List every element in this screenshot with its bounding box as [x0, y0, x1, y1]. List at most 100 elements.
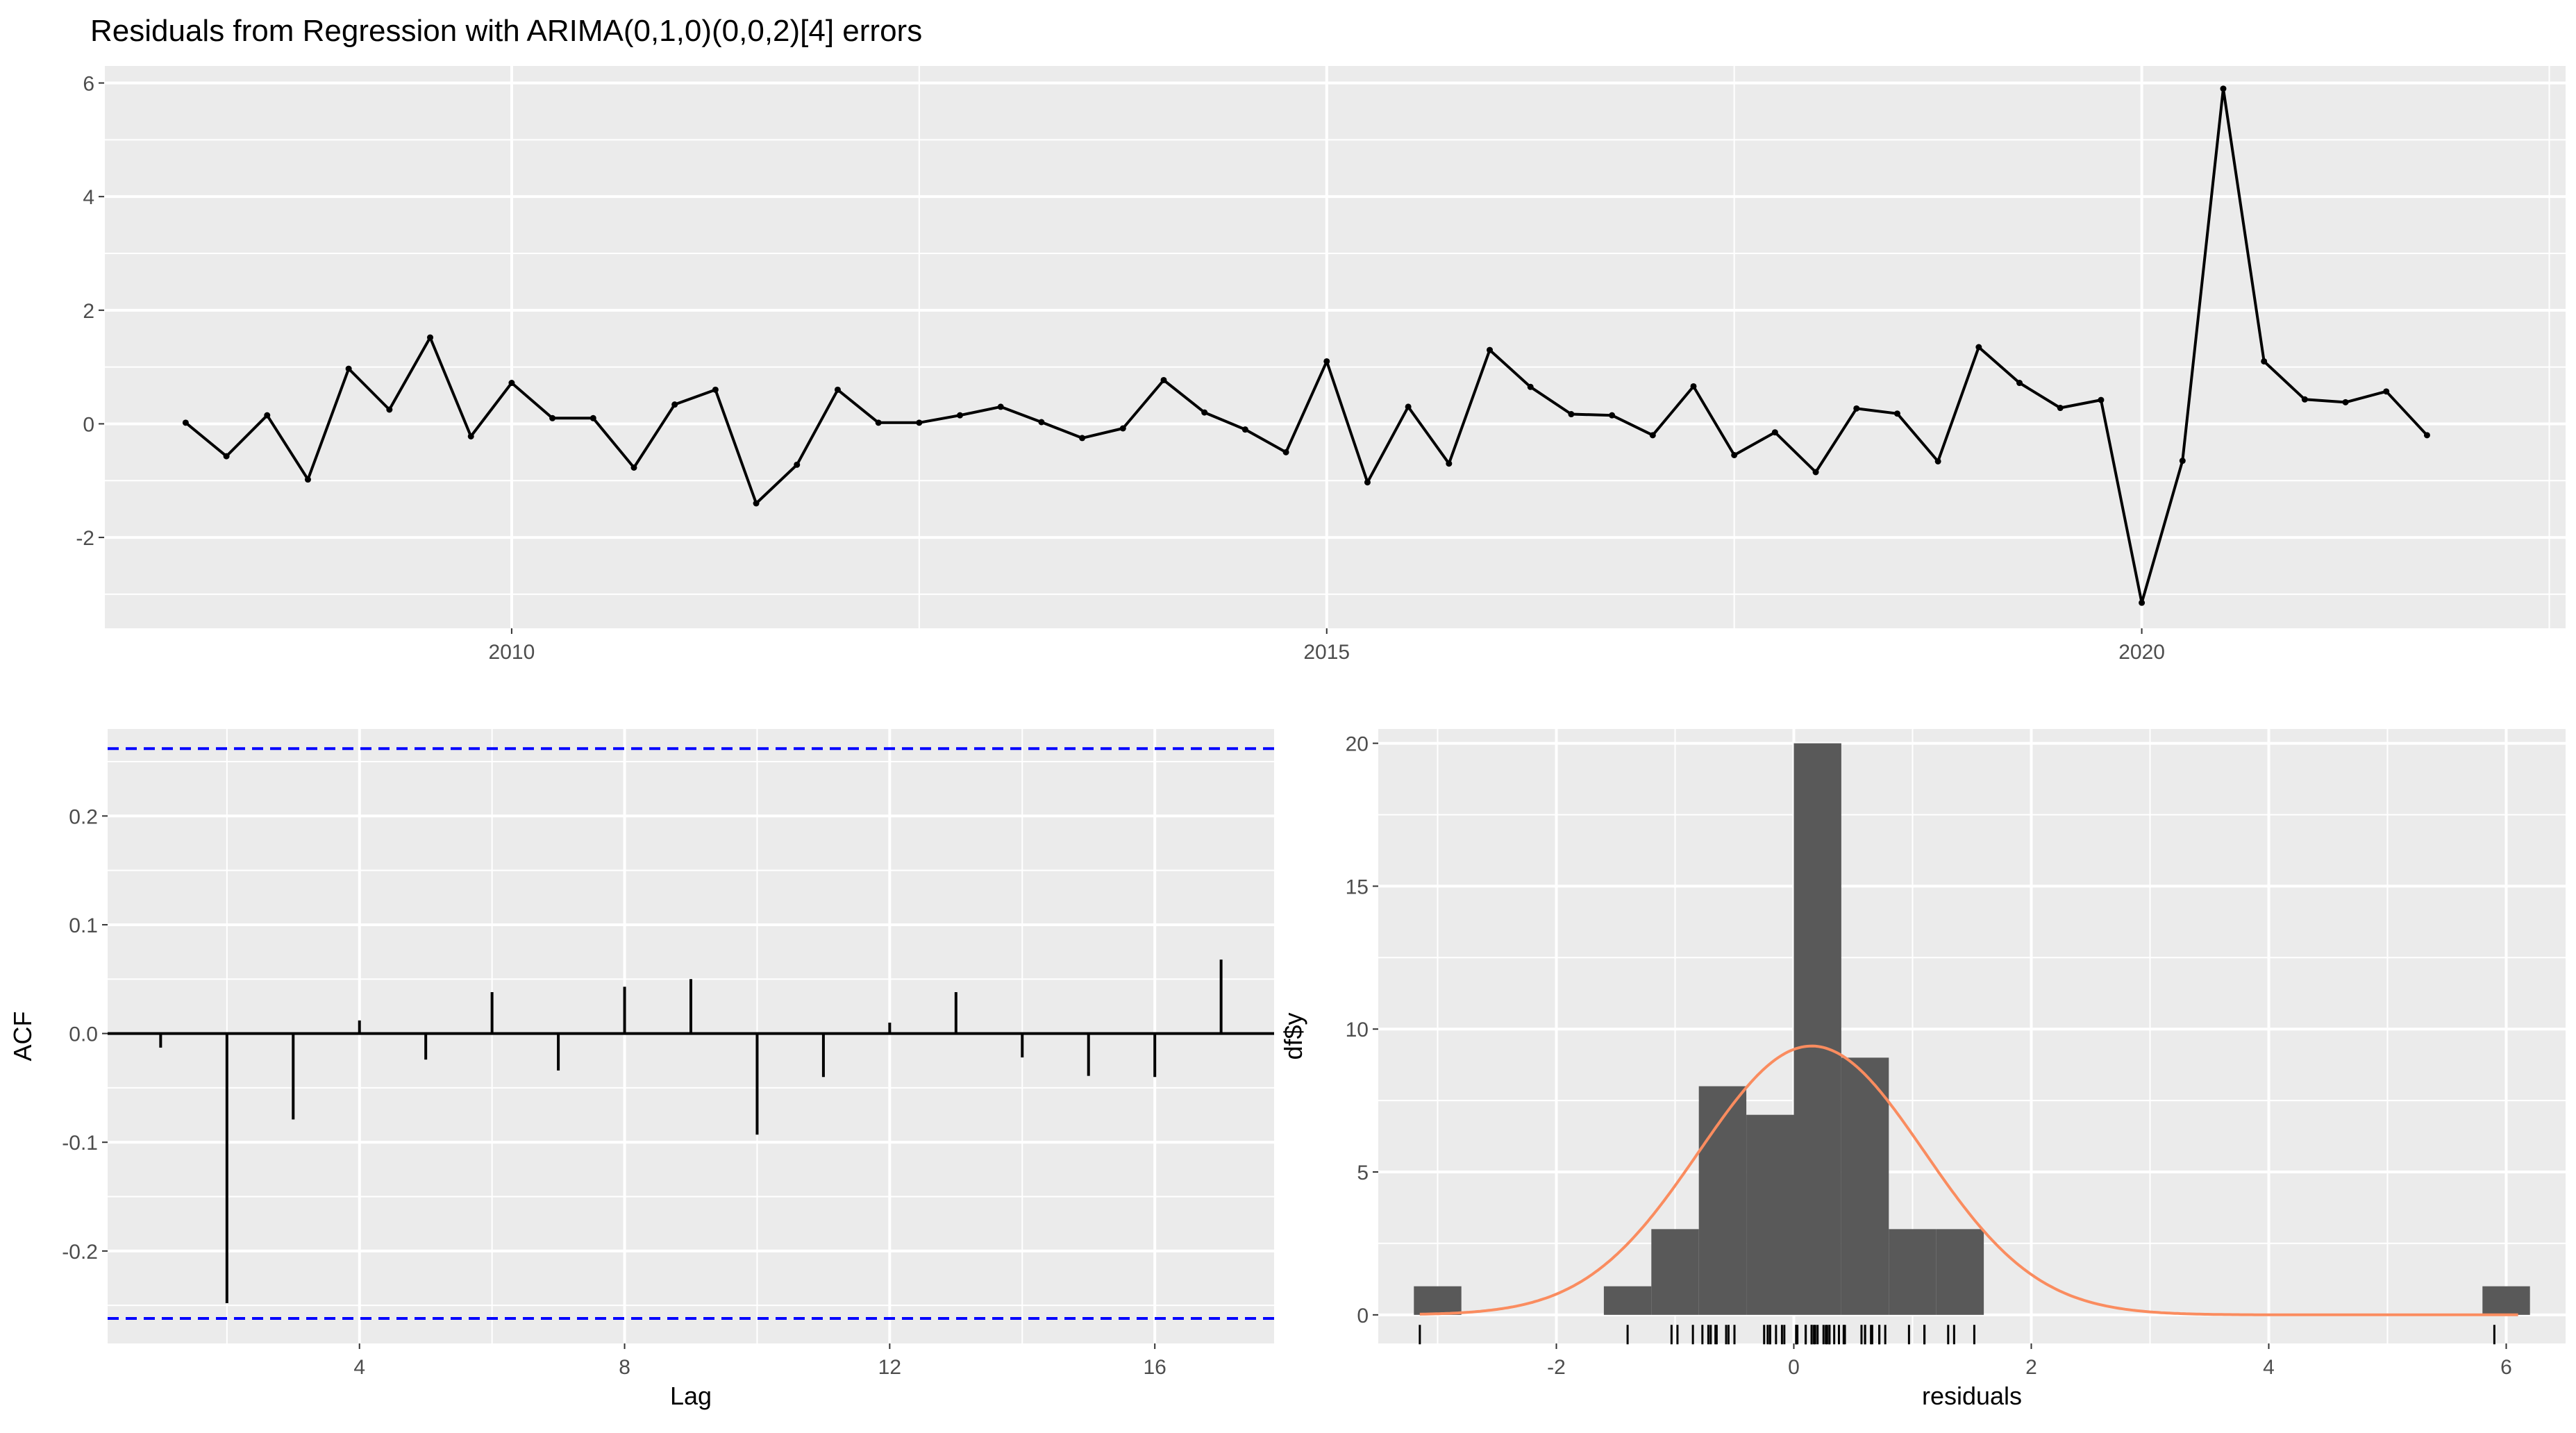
residual-point	[630, 464, 637, 471]
residual-point	[1160, 376, 1167, 383]
x-tick-label: 2015	[1303, 641, 1350, 664]
residual-point	[2098, 396, 2105, 403]
residual-point	[2016, 380, 2023, 387]
x-tick-label: 2020	[2118, 641, 2165, 664]
histogram-bar	[1889, 1229, 1937, 1315]
residual-point	[916, 419, 923, 426]
x-axis-title: Lag	[670, 1382, 712, 1410]
histogram-bar	[1414, 1286, 1462, 1315]
residual-point	[1690, 383, 1697, 389]
histogram-bar	[1603, 1286, 1652, 1315]
residual-point	[1609, 412, 1616, 419]
normal-density-curve	[1419, 1044, 2518, 1316]
y-tick-label: 0.0	[69, 1023, 98, 1046]
residual-point	[1241, 426, 1248, 433]
x-tick-label: -2	[1547, 1356, 1566, 1379]
y-tick-label: 20	[1346, 733, 1369, 756]
y-tick-label: 10	[1346, 1019, 1369, 1041]
residual-point	[671, 401, 678, 408]
x-tick-label: 2010	[489, 641, 535, 664]
residual-point	[1038, 419, 1045, 426]
residual-point	[1201, 409, 1208, 416]
residual-point	[182, 419, 189, 426]
residual-point	[2301, 396, 2308, 403]
residual-point	[345, 365, 352, 372]
histogram-panel: -2 0 2 4 6 0 5 10 15 20 residuals df$y	[1279, 729, 2566, 1410]
residual-point	[794, 461, 801, 468]
histogram-bar	[1841, 1057, 1889, 1315]
panel-background	[104, 66, 2566, 628]
histogram-bar	[2482, 1286, 2530, 1315]
y-tick-label: 4	[83, 186, 94, 209]
residual-point	[2342, 399, 2349, 405]
residual-point	[1119, 425, 1126, 432]
y-tick-label: -0.2	[62, 1241, 98, 1264]
y-axis-title: df$y	[1279, 1012, 1307, 1059]
x-tick-label: 4	[353, 1356, 365, 1379]
residual-point	[1853, 405, 1860, 412]
residual-point	[1282, 449, 1289, 455]
residual-point	[957, 412, 964, 419]
residual-point	[2423, 432, 2430, 439]
residual-point	[508, 380, 515, 387]
residual-point	[2383, 388, 2390, 395]
residual-point	[223, 453, 230, 460]
residual-point	[875, 419, 882, 426]
residual-point	[1446, 460, 1453, 467]
acf-panel: 4 8 12 16 -0.2 -0.1 0.0 0.1 0.2 Lag ACF	[8, 729, 1274, 1410]
residual-point	[1731, 451, 1738, 458]
residual-point	[997, 403, 1004, 410]
histogram-bar	[1793, 743, 1841, 1315]
residual-point	[2139, 599, 2146, 606]
residual-point	[1487, 346, 1494, 353]
x-tick-label: 8	[619, 1356, 630, 1379]
y-tick-label: 0	[83, 413, 94, 436]
residual-point	[589, 414, 596, 421]
y-tick-label: 15	[1346, 875, 1369, 898]
y-axis-title: ACF	[8, 1012, 37, 1062]
residual-point	[1568, 411, 1575, 418]
y-tick-label: 0.2	[69, 805, 98, 828]
residual-point	[2220, 85, 2227, 92]
residual-point	[386, 406, 393, 413]
residual-point	[549, 414, 556, 421]
y-tick-label: 5	[1357, 1162, 1369, 1184]
residual-point	[1893, 410, 1900, 417]
x-tick-label: 12	[878, 1356, 901, 1379]
y-tick-label: 0	[1357, 1305, 1369, 1327]
y-tick-label: -2	[76, 527, 94, 550]
residual-series-line	[185, 87, 2428, 605]
residual-point	[1975, 344, 1982, 351]
residual-point	[427, 334, 434, 341]
histogram-bar	[1746, 1114, 1794, 1315]
residual-point	[304, 476, 311, 483]
residual-point	[1079, 435, 1086, 442]
residual-point	[467, 433, 474, 439]
residuals-time-series-panel: 2010 2015 2020 -2 0 2 4 6	[76, 66, 2566, 664]
x-tick-label: 4	[2263, 1356, 2275, 1379]
residual-point	[1323, 358, 1330, 364]
residual-point	[1649, 432, 1656, 439]
residual-point	[753, 500, 760, 507]
residual-point	[1812, 469, 1819, 476]
residual-point	[2179, 458, 2186, 464]
residual-point	[834, 386, 841, 393]
y-tick-label: 0.1	[69, 914, 98, 937]
residual-point	[1405, 403, 1412, 410]
y-tick-label: 6	[83, 73, 94, 96]
chart-title: Residuals from Regression with ARIMA(0,1…	[90, 14, 923, 48]
histogram-bar	[1698, 1086, 1747, 1315]
residual-point	[1527, 383, 1534, 390]
residual-point	[2057, 405, 2064, 412]
x-tick-label: 0	[1788, 1356, 1800, 1379]
residual-point	[264, 412, 271, 419]
histogram-bar	[1651, 1229, 1699, 1315]
x-tick-label: 6	[2500, 1356, 2512, 1379]
residual-point	[1364, 479, 1371, 486]
y-tick-label: -0.1	[62, 1132, 98, 1155]
x-axis-title: residuals	[1922, 1382, 2022, 1410]
x-tick-label: 2	[2025, 1356, 2037, 1379]
panel-background	[108, 729, 1274, 1343]
residual-point	[1934, 458, 1941, 464]
